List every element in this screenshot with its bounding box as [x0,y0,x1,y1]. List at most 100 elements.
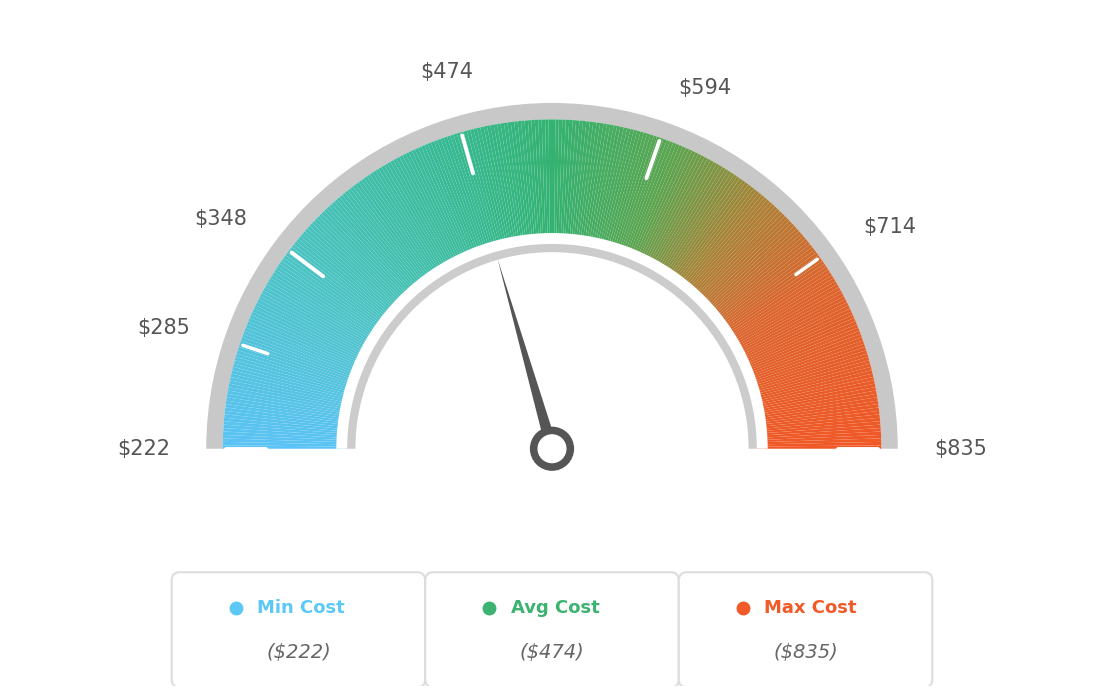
Wedge shape [609,132,647,253]
Wedge shape [384,164,450,273]
Wedge shape [713,247,815,325]
Wedge shape [652,162,716,272]
Wedge shape [643,154,701,267]
Wedge shape [539,119,545,245]
Text: Min Cost: Min Cost [257,599,346,617]
Wedge shape [588,125,614,248]
Wedge shape [698,218,789,308]
Wedge shape [329,204,415,299]
Wedge shape [284,255,386,331]
Wedge shape [596,128,627,250]
Wedge shape [396,157,457,269]
Wedge shape [741,324,858,373]
Wedge shape [237,347,358,388]
Wedge shape [703,228,799,314]
Wedge shape [247,321,364,372]
Wedge shape [665,175,737,280]
Wedge shape [725,275,834,343]
Wedge shape [756,431,881,440]
Wedge shape [470,129,503,251]
FancyBboxPatch shape [425,572,679,687]
Wedge shape [743,331,861,377]
Wedge shape [650,160,713,271]
Wedge shape [580,122,601,247]
Wedge shape [694,213,785,304]
Wedge shape [431,141,479,259]
Wedge shape [223,428,348,438]
Wedge shape [229,384,352,411]
Wedge shape [726,278,836,345]
Wedge shape [367,175,439,280]
Wedge shape [474,128,506,250]
Wedge shape [480,127,510,250]
Wedge shape [305,228,401,314]
Wedge shape [300,233,397,317]
Wedge shape [702,226,797,312]
Wedge shape [412,149,467,264]
Wedge shape [289,247,391,325]
Wedge shape [511,121,529,246]
Wedge shape [593,126,620,249]
Wedge shape [223,431,348,440]
Wedge shape [274,269,381,339]
Wedge shape [582,123,604,247]
Wedge shape [711,241,810,322]
Wedge shape [444,137,487,256]
Wedge shape [331,201,417,297]
Wedge shape [272,273,380,341]
Wedge shape [291,244,392,324]
Wedge shape [705,231,802,315]
Wedge shape [756,445,881,448]
Wedge shape [571,121,586,246]
Text: $474: $474 [421,61,474,81]
Wedge shape [315,218,406,308]
Wedge shape [648,159,711,270]
Wedge shape [252,312,367,366]
Wedge shape [230,380,352,408]
Wedge shape [664,172,734,279]
Wedge shape [460,132,497,253]
Wedge shape [654,164,720,273]
Wedge shape [246,324,363,373]
Wedge shape [405,152,464,266]
Wedge shape [622,139,667,257]
Wedge shape [253,308,368,364]
Wedge shape [631,145,682,262]
Wedge shape [708,236,806,319]
Wedge shape [737,312,852,366]
Wedge shape [400,155,459,268]
Wedge shape [250,315,365,368]
Wedge shape [750,364,871,398]
Wedge shape [408,151,465,265]
Wedge shape [689,204,775,299]
Wedge shape [422,145,473,262]
Wedge shape [268,278,378,345]
Wedge shape [450,135,491,255]
Wedge shape [288,250,390,327]
Text: $285: $285 [137,317,190,337]
Wedge shape [241,337,360,382]
Wedge shape [611,133,650,254]
Wedge shape [731,290,842,353]
Wedge shape [245,328,362,375]
Wedge shape [720,261,825,334]
Wedge shape [375,169,445,276]
Wedge shape [248,318,364,370]
Wedge shape [370,172,440,279]
Wedge shape [754,397,878,419]
Wedge shape [736,306,850,362]
Wedge shape [730,287,840,351]
Wedge shape [231,373,353,404]
Wedge shape [739,315,854,368]
Wedge shape [756,442,881,446]
Wedge shape [223,435,348,442]
Wedge shape [673,184,751,286]
Wedge shape [715,253,818,328]
Wedge shape [225,408,350,425]
Wedge shape [381,166,448,274]
Wedge shape [754,401,879,421]
Wedge shape [625,141,673,259]
Wedge shape [640,152,699,266]
Wedge shape [447,135,489,255]
Wedge shape [493,124,518,248]
